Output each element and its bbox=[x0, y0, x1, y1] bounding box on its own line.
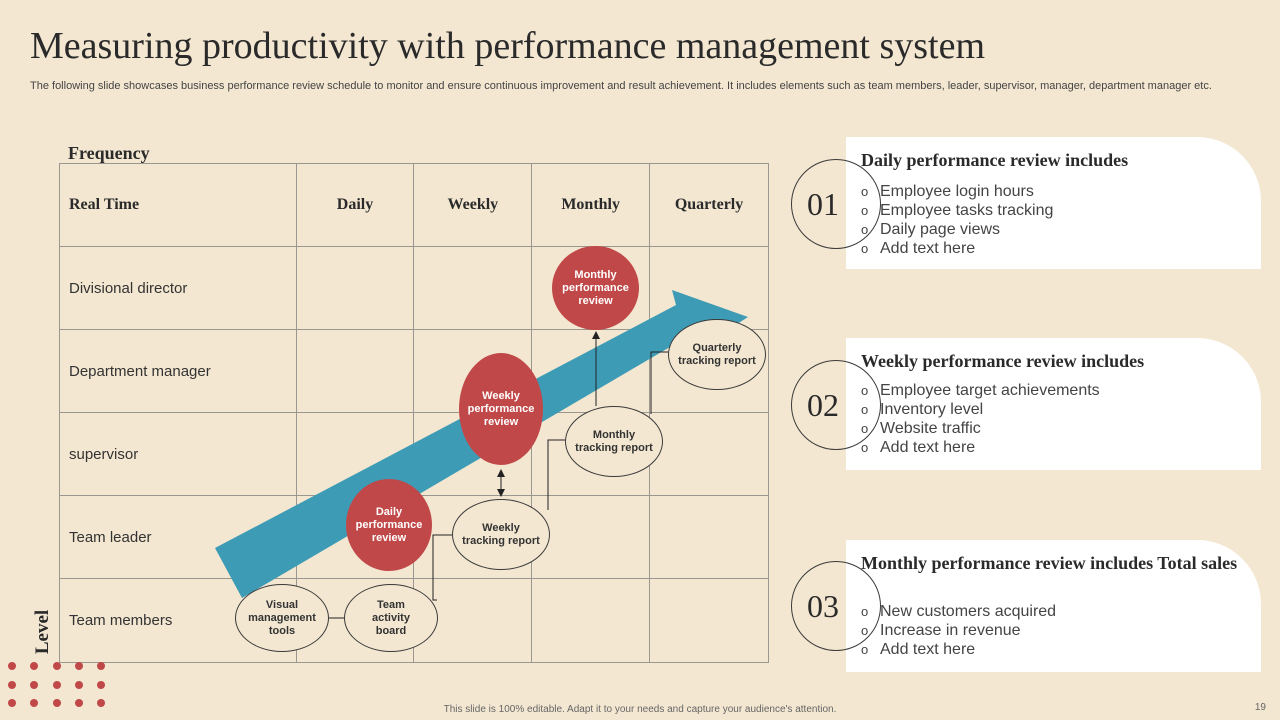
card-weekly-review: Weekly performance review includes Emplo… bbox=[846, 338, 1261, 470]
card-monthly-review: Monthly performance review includes Tota… bbox=[846, 540, 1261, 672]
list-item: Add text here bbox=[861, 640, 1056, 659]
monthly-performance-review-node: Monthly performance review bbox=[552, 246, 639, 330]
footer-note: This slide is 100% editable. Adapt it to… bbox=[443, 704, 837, 715]
frequency-axis-label: Frequency bbox=[68, 143, 150, 163]
card-daily-review: Daily performance review includes Employ… bbox=[846, 137, 1261, 269]
list-item: New customers acquired bbox=[861, 602, 1056, 621]
page-title: Measuring productivity with performance … bbox=[30, 25, 986, 67]
row-label-department-manager: Department manager bbox=[59, 329, 297, 413]
list-item: Add text here bbox=[861, 438, 1100, 457]
column-header-monthly: Monthly bbox=[531, 163, 651, 247]
row-label-supervisor: supervisor bbox=[59, 412, 297, 496]
list-item: Employee tasks tracking bbox=[861, 201, 1053, 220]
card-title: Monthly performance review includes Tota… bbox=[861, 553, 1238, 573]
card-title: Daily performance review includes bbox=[861, 150, 1129, 170]
number-circle-01 bbox=[791, 159, 881, 249]
connector-board-to-weekly bbox=[432, 534, 452, 601]
card-number-02: 02 bbox=[807, 387, 839, 423]
card-list: Employee login hours Employee tasks trac… bbox=[861, 182, 1053, 258]
column-header-weekly: Weekly bbox=[413, 163, 533, 247]
team-activity-board-node: Team activity board bbox=[344, 584, 438, 652]
column-header-daily: Daily bbox=[295, 163, 415, 247]
daily-performance-review-node: Daily performance review bbox=[346, 479, 432, 571]
list-item: Employee target achievements bbox=[861, 381, 1100, 400]
number-circle-03 bbox=[791, 561, 881, 651]
page-subtitle: The following slide showcases business p… bbox=[30, 80, 1212, 92]
card-number-03: 03 bbox=[807, 588, 839, 624]
quarterly-tracking-report-node: Quarterly tracking report bbox=[668, 319, 766, 390]
list-item: Daily page views bbox=[861, 220, 1053, 239]
weekly-performance-review-node: Weekly performance review bbox=[459, 353, 543, 465]
row-label-divisional-director: Divisional director bbox=[59, 246, 297, 330]
card-list: New customers acquired Increase in reven… bbox=[861, 602, 1056, 659]
column-header-real-time: Real Time bbox=[59, 163, 297, 247]
list-item: Add text here bbox=[861, 239, 1053, 258]
connector-monthly-to-quarterly bbox=[650, 351, 668, 414]
list-item: Website traffic bbox=[861, 419, 1100, 438]
number-circle-02 bbox=[791, 360, 881, 450]
card-title: Weekly performance review includes bbox=[861, 351, 1145, 371]
list-item: Inventory level bbox=[861, 400, 1100, 419]
page-number: 19 bbox=[1254, 702, 1266, 713]
monthly-tracking-report-node: Monthly tracking report bbox=[565, 406, 663, 477]
list-item: Employee login hours bbox=[861, 182, 1053, 201]
visual-management-tools-node: Visual management tools bbox=[235, 584, 329, 652]
connector-weekly-to-monthly bbox=[547, 439, 565, 510]
card-list: Employee target achievements Inventory l… bbox=[861, 381, 1100, 457]
column-header-quarterly: Quarterly bbox=[649, 163, 769, 247]
card-number-01: 01 bbox=[807, 186, 839, 222]
weekly-tracking-report-node: Weekly tracking report bbox=[452, 499, 550, 570]
list-item: Increase in revenue bbox=[861, 621, 1056, 640]
